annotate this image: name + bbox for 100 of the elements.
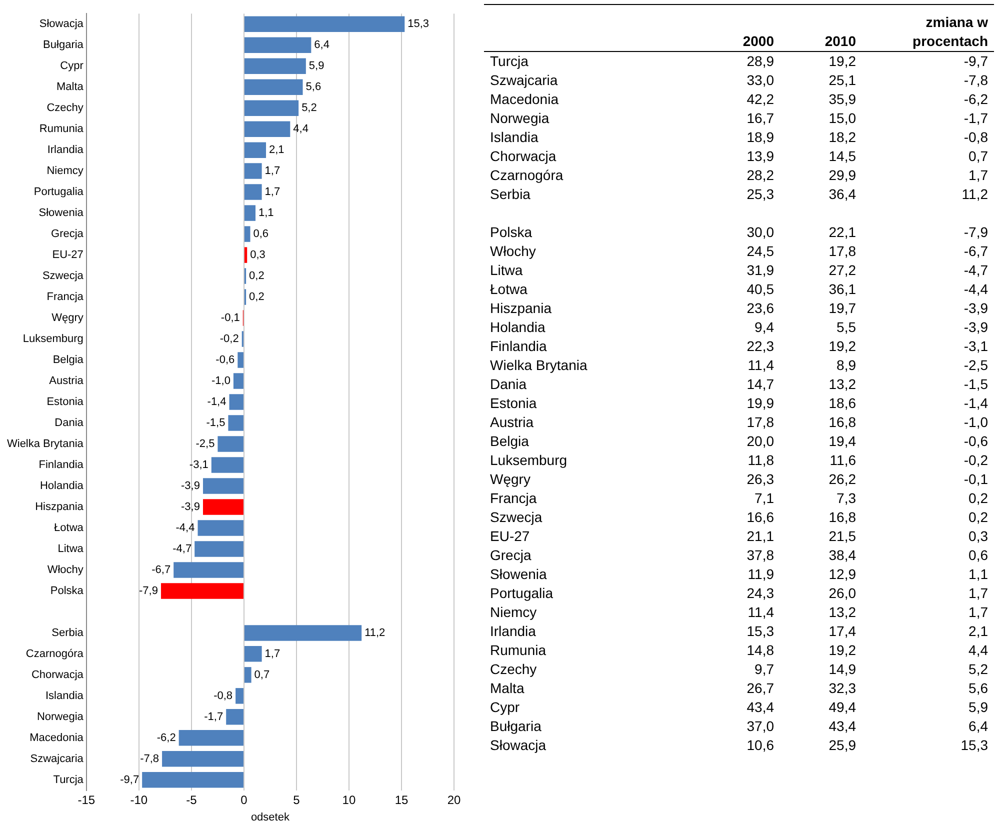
category-label: Hiszpania bbox=[489, 299, 552, 318]
y-tick-label: Malta bbox=[56, 81, 84, 94]
data-label: 15,3 bbox=[408, 18, 430, 30]
data-label: 5,2 bbox=[968, 660, 989, 679]
data-label: 8,9 bbox=[836, 356, 857, 375]
x-tick-label: 0 bbox=[240, 792, 248, 807]
y-tick-label: Austria bbox=[49, 375, 84, 388]
data-label: 16,8 bbox=[828, 413, 857, 432]
bar bbox=[211, 457, 244, 473]
category-label: Serbia bbox=[489, 185, 532, 204]
data-label: 5,5 bbox=[836, 318, 857, 337]
category-label: Cypr bbox=[489, 698, 521, 717]
data-label: 31,9 bbox=[746, 261, 775, 280]
bar bbox=[218, 436, 244, 452]
bar bbox=[244, 142, 266, 158]
data-label: 7,3 bbox=[836, 489, 857, 508]
data-label: 12,9 bbox=[828, 565, 857, 584]
data-label: -1,5 bbox=[962, 375, 989, 394]
category-label: Luksemburg bbox=[489, 451, 568, 470]
y-tick-label: Serbia bbox=[52, 626, 84, 639]
category-label: Holandia bbox=[489, 318, 546, 337]
data-label: -0,1 bbox=[962, 470, 989, 489]
data-label: 22,1 bbox=[828, 223, 857, 242]
data-label: -1,7 bbox=[204, 710, 224, 723]
data-label: 16,7 bbox=[746, 109, 775, 128]
data-label: 42,2 bbox=[746, 90, 775, 109]
data-label: 1,1 bbox=[968, 565, 989, 584]
category-label: Islandia bbox=[489, 128, 540, 147]
data-label: 11,6 bbox=[828, 451, 857, 470]
y-tick-label: Norwegia bbox=[36, 710, 84, 723]
data-label: 19,7 bbox=[828, 299, 857, 318]
data-label: -0,2 bbox=[962, 451, 989, 470]
data-label: -4,4 bbox=[962, 280, 989, 299]
data-label: 11,2 bbox=[364, 626, 386, 639]
data-label: 11,8 bbox=[746, 451, 775, 470]
data-label: 0,2 bbox=[968, 489, 989, 508]
bar bbox=[244, 100, 299, 116]
y-tick-label: Szwecja bbox=[42, 270, 84, 282]
category-label: Chorwacja bbox=[489, 147, 558, 166]
data-label: 19,2 bbox=[828, 337, 857, 356]
data-label: 26,3 bbox=[746, 470, 775, 489]
data-label: 40,5 bbox=[746, 280, 775, 299]
data-label: 4,4 bbox=[293, 123, 308, 136]
data-label: 0,2 bbox=[968, 508, 989, 527]
data-label: 1,1 bbox=[258, 207, 274, 220]
bar bbox=[244, 37, 312, 53]
text: 2010 bbox=[824, 32, 857, 51]
bar bbox=[244, 121, 290, 137]
data-label: 43,4 bbox=[746, 698, 775, 717]
bar bbox=[202, 499, 244, 515]
y-tick-label: Grecja bbox=[51, 228, 84, 240]
bar bbox=[244, 16, 405, 32]
y-tick-label: Szwajcaria bbox=[30, 752, 84, 765]
x-tick-label: 10 bbox=[342, 792, 356, 807]
data-label: 22,3 bbox=[746, 337, 775, 356]
data-label: 6,4 bbox=[968, 717, 989, 736]
y-tick-label: Islandia bbox=[45, 690, 84, 702]
category-label: Austria bbox=[489, 413, 535, 432]
data-label: -4,7 bbox=[172, 542, 192, 555]
bar bbox=[244, 58, 306, 74]
y-tick-label: Portugalia bbox=[34, 186, 84, 198]
y-tick-label: Irlandia bbox=[47, 144, 84, 156]
data-label: 0,2 bbox=[249, 291, 264, 304]
data-label: 1,7 bbox=[968, 166, 989, 185]
data-label: 26,7 bbox=[746, 679, 775, 698]
data-label: -3,1 bbox=[189, 459, 208, 472]
category-label: Szwecja bbox=[489, 508, 544, 527]
data-label: 49,4 bbox=[828, 698, 857, 717]
category-label: Polska bbox=[489, 223, 534, 242]
category-label: Włochy bbox=[489, 242, 537, 261]
data-label: 9,4 bbox=[754, 318, 775, 337]
data-label: 35,9 bbox=[828, 90, 857, 109]
category-label: Węgry bbox=[489, 470, 532, 489]
data-label: 1,7 bbox=[264, 648, 280, 660]
data-label: 4,4 bbox=[968, 641, 989, 660]
bar bbox=[238, 352, 244, 368]
bar bbox=[229, 394, 244, 410]
data-label: -7,8 bbox=[140, 752, 160, 765]
data-label: 14,5 bbox=[828, 147, 857, 166]
data-label: 14,8 bbox=[746, 641, 775, 660]
data-label: 5,6 bbox=[306, 81, 322, 94]
data-label: -1,7 bbox=[962, 109, 989, 128]
x-tick-label: -15 bbox=[78, 792, 96, 807]
data-label: -0,8 bbox=[962, 128, 989, 147]
data-label: 11,2 bbox=[960, 185, 989, 204]
category-label: Czarnogóra bbox=[489, 166, 564, 185]
y-tick-label: Belgia bbox=[52, 354, 84, 366]
data-label: 0,6 bbox=[253, 228, 269, 240]
data-label: 36,4 bbox=[828, 185, 857, 204]
y-tick-label: Węgry bbox=[52, 312, 84, 324]
category-label: Rumunia bbox=[489, 641, 548, 660]
bar bbox=[244, 625, 362, 641]
data-label: 19,2 bbox=[828, 52, 857, 71]
data-label: -1,0 bbox=[962, 413, 989, 432]
category-label: Norwegia bbox=[489, 109, 550, 128]
category-label: Estonia bbox=[489, 394, 538, 413]
bar bbox=[202, 478, 244, 494]
data-label: -6,2 bbox=[962, 90, 989, 109]
bar bbox=[160, 583, 244, 599]
data-label: 32,3 bbox=[828, 679, 857, 698]
